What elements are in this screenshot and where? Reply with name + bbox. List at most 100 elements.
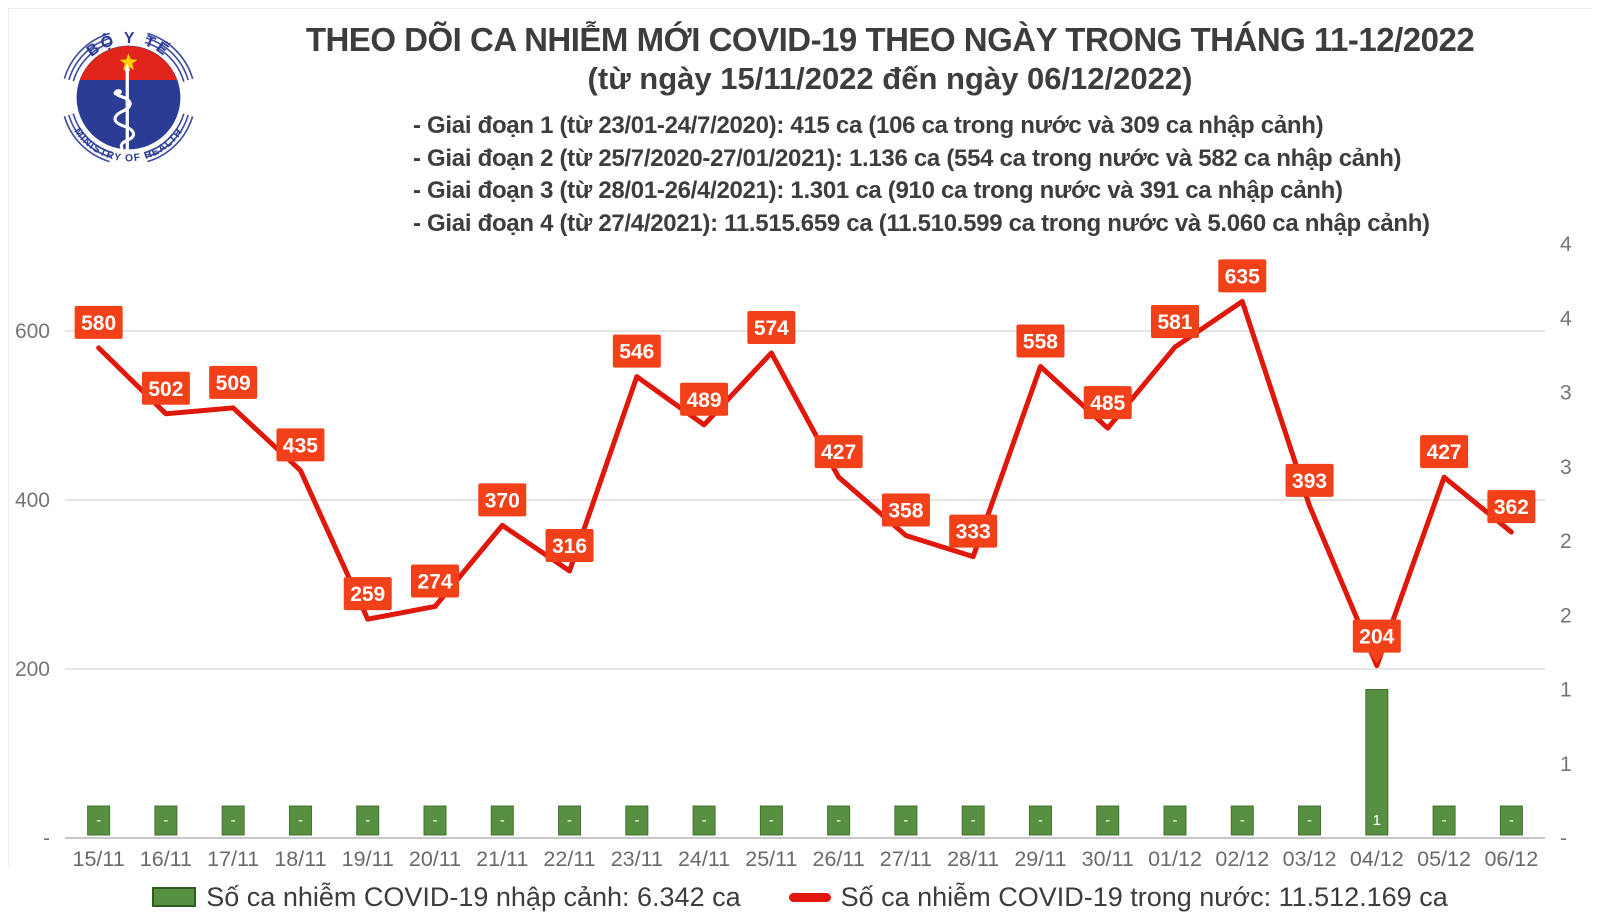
bar-value-label: -	[836, 812, 841, 829]
legend-label-domestic: Số ca nhiễm COVID-19 trong nước: 11.512.…	[840, 881, 1448, 912]
chart-legend: Số ca nhiễm COVID-19 nhập cảnh: 6.342 ca…	[0, 876, 1600, 918]
x-axis-date-label: 24/11	[678, 847, 730, 871]
bar-value-label: -	[634, 812, 639, 829]
chart-frame-top-border	[8, 8, 1592, 9]
imported-cases-bar	[827, 805, 851, 836]
x-axis-date-label: 26/11	[813, 847, 865, 871]
bar-value-label: -	[96, 812, 101, 829]
imported-cases-bar	[87, 805, 111, 836]
imported-cases-bar	[1028, 805, 1052, 836]
logo-star-icon	[119, 53, 138, 71]
data-label-value: 580	[81, 312, 116, 335]
right-axis-tick-label: 4	[1560, 233, 1572, 256]
data-label-value: 316	[552, 535, 587, 558]
data-label-box	[478, 483, 527, 517]
bar-value-label: 1	[1373, 812, 1381, 829]
imported-cases-bar	[625, 805, 649, 836]
data-label-box	[276, 428, 325, 462]
imported-cases-bar	[1163, 805, 1187, 836]
data-label-value: 435	[283, 434, 318, 457]
bar-value-label: -	[567, 812, 572, 829]
bar-value-label: -	[231, 812, 236, 829]
data-label-value: 502	[148, 378, 183, 401]
data-label-value: 485	[1090, 392, 1125, 415]
imported-cases-bar	[423, 805, 447, 836]
x-axis-date-label: 22/11	[543, 847, 595, 871]
right-axis-tick-label: 1	[1560, 679, 1572, 702]
imported-cases-bar	[692, 805, 716, 836]
phase-2-summary: - Giai đoạn 2 (từ 25/7/2020-27/01/2021):…	[413, 144, 1402, 172]
bar-value-label: -	[1307, 812, 1312, 829]
data-label-value: 259	[350, 583, 385, 606]
x-axis-date-label: 30/11	[1082, 847, 1134, 871]
data-label-box	[1151, 305, 1199, 339]
left-axis-tick-label: 200	[15, 658, 50, 681]
imported-cases-bar	[759, 805, 783, 836]
data-label-value: 393	[1292, 470, 1327, 493]
data-label-value: 358	[888, 499, 923, 522]
x-axis-date-label: 06/12	[1484, 847, 1538, 871]
x-axis-date-label: 01/12	[1148, 847, 1202, 871]
legend-item-imported: Số ca nhiễm COVID-19 nhập cảnh: 6.342 ca	[152, 881, 741, 913]
data-label-value: 558	[1023, 330, 1058, 353]
x-axis-date-label: 16/11	[140, 847, 192, 871]
right-axis-tick-label: -	[1560, 827, 1567, 850]
domestic-cases-line	[96, 298, 1514, 669]
imported-cases-bar	[558, 805, 582, 836]
chart-header: THEO DÕI CA NHIỄM MỚI COVID-19 THEO NGÀY…	[250, 20, 1530, 240]
data-label-value: 274	[417, 570, 452, 593]
data-label-box	[1083, 386, 1132, 420]
x-axis-date-label: 19/11	[342, 847, 394, 871]
data-label-value: 581	[1157, 311, 1192, 334]
bar-value-label: -	[1038, 812, 1043, 829]
data-label-box	[949, 514, 998, 548]
imported-cases-bar	[288, 805, 312, 836]
bar-value-label: -	[1442, 812, 1447, 829]
bar-value-label: -	[971, 812, 976, 829]
data-label-value: 204	[1359, 626, 1394, 649]
x-axis-date-label: 29/11	[1014, 847, 1066, 871]
data-label-box	[747, 310, 796, 344]
data-label-pointer	[1368, 651, 1385, 664]
data-label-value: 546	[619, 341, 654, 364]
legend-label-imported: Số ca nhiễm COVID-19 nhập cảnh: 6.342 ca	[206, 881, 741, 912]
data-label-box	[612, 334, 661, 368]
imported-cases-bar	[1096, 805, 1120, 836]
data-label-box	[1487, 490, 1536, 524]
imported-cases-bar	[1365, 689, 1389, 836]
chart-subtitle: (từ ngày 15/11/2022 đến ngày 06/12/2022)	[587, 61, 1193, 96]
data-label-box	[411, 564, 459, 598]
x-axis-date-label: 05/12	[1417, 847, 1471, 871]
data-label-value: 427	[821, 441, 856, 464]
bar-value-label: -	[365, 812, 370, 829]
data-label-box	[1352, 619, 1401, 653]
imported-bar-swatch-icon	[152, 887, 197, 907]
bar-value-label: -	[903, 812, 908, 829]
right-axis-tick-label: 2	[1560, 604, 1572, 627]
data-label-box	[1016, 324, 1065, 358]
data-label-box	[343, 577, 392, 611]
imported-cases-bar	[356, 805, 380, 836]
x-axis-date-label: 03/12	[1283, 847, 1337, 871]
left-axis-tick-label: 600	[15, 320, 50, 343]
right-axis-tick-label: 3	[1560, 382, 1572, 405]
bar-value-label: -	[1173, 812, 1178, 829]
bar-value-label: -	[1509, 812, 1514, 829]
domestic-line-swatch-icon	[788, 892, 831, 902]
right-axis-tick-label: 2	[1560, 530, 1572, 553]
data-label-box	[1420, 435, 1469, 469]
imported-cases-bar	[154, 805, 178, 836]
bar-value-label: -	[500, 812, 505, 829]
imported-cases-bar	[1230, 805, 1254, 836]
data-label-box	[1285, 463, 1334, 497]
x-axis-date-label: 04/12	[1350, 847, 1404, 871]
data-label-box	[1218, 259, 1267, 293]
bar-value-label: -	[1240, 812, 1245, 829]
data-label-value: 370	[485, 489, 520, 512]
x-axis-date-label: 17/11	[207, 847, 259, 871]
imported-cases-bar	[1432, 805, 1456, 836]
data-label-value: 333	[956, 521, 991, 544]
data-label-value: 509	[216, 372, 251, 395]
bar-value-label: -	[163, 812, 168, 829]
